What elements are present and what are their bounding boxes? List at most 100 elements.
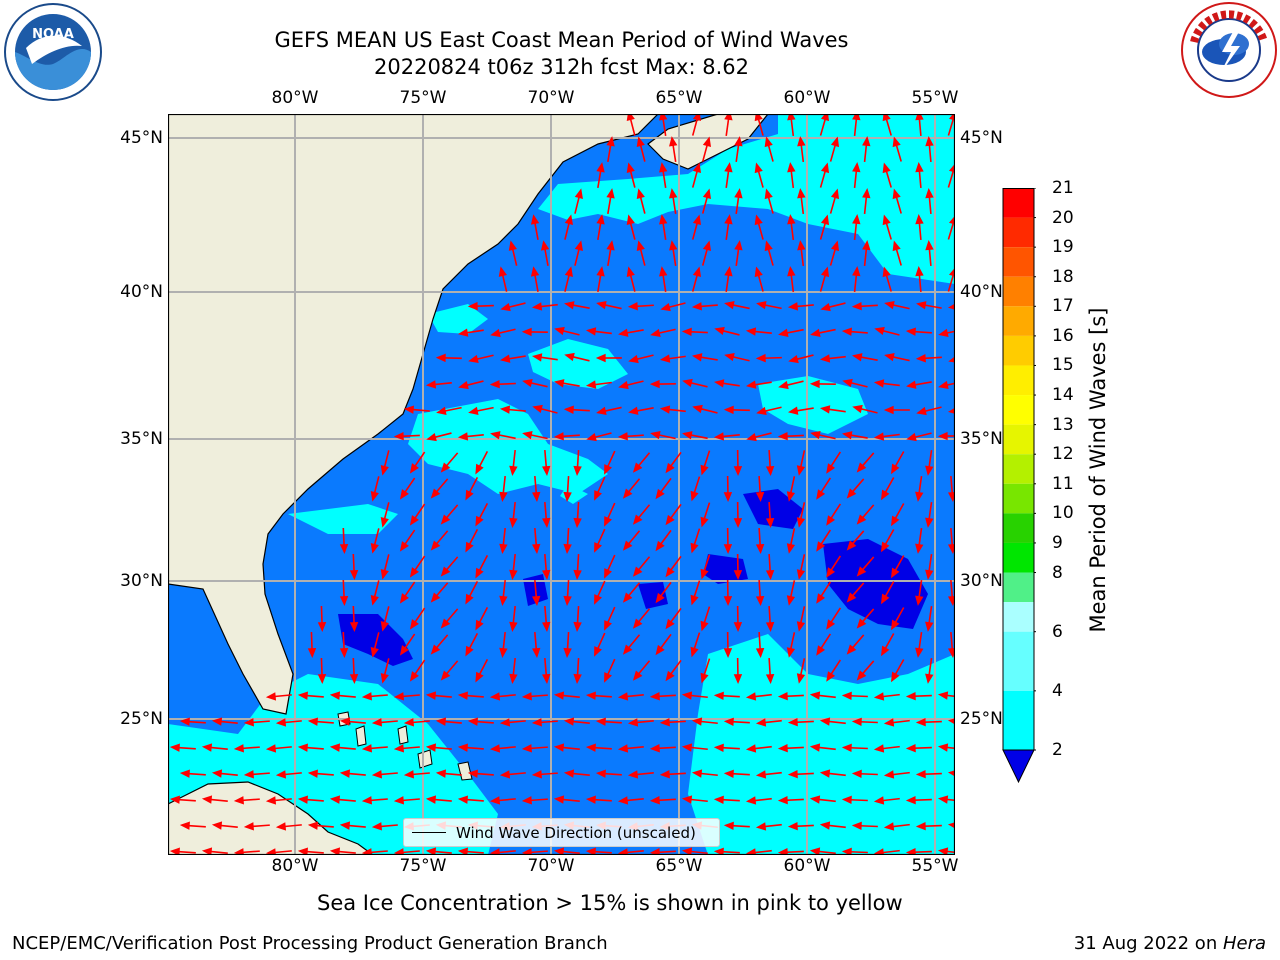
wind-wave-arrow bbox=[655, 477, 672, 500]
wind-wave-arrow bbox=[393, 744, 420, 753]
wind-wave-arrow bbox=[468, 406, 494, 415]
wind-wave-arrow bbox=[765, 657, 775, 685]
wind-wave-arrow bbox=[553, 743, 580, 752]
wind-wave-arrow bbox=[440, 608, 459, 629]
wind-wave-arrow bbox=[399, 477, 416, 500]
wind-wave-arrow bbox=[755, 579, 765, 607]
wind-wave-arrow bbox=[787, 114, 796, 137]
wind-wave-arrow bbox=[787, 266, 796, 293]
wind-wave-arrow bbox=[632, 608, 651, 629]
wind-wave-arrow bbox=[499, 405, 526, 414]
colorbar-tick-label: 10 bbox=[1052, 503, 1074, 524]
wind-wave-arrow bbox=[820, 302, 846, 312]
wind-wave-arrow bbox=[468, 354, 494, 364]
wind-wave-arrow bbox=[426, 432, 452, 442]
wind-wave-arrow bbox=[574, 188, 583, 214]
wind-wave-arrow bbox=[627, 718, 654, 727]
wind-wave-arrow bbox=[755, 527, 765, 555]
wind-wave-arrow bbox=[617, 796, 644, 805]
wind-wave-arrow bbox=[596, 266, 605, 292]
wind-wave-arrow bbox=[796, 554, 806, 580]
wind-wave-arrow bbox=[665, 555, 682, 578]
wind-wave-arrow bbox=[380, 502, 390, 528]
map-frame bbox=[168, 114, 955, 855]
wind-wave-arrow bbox=[522, 378, 548, 388]
wind-wave-arrow bbox=[499, 631, 508, 658]
wind-wave-arrow bbox=[937, 691, 955, 700]
wind-wave-arrow bbox=[691, 114, 702, 136]
wind-wave-arrow bbox=[659, 266, 668, 292]
colorbar-tick-label: 12 bbox=[1052, 444, 1074, 465]
colorbar-band bbox=[1003, 513, 1034, 543]
wind-wave-arrow bbox=[211, 717, 238, 726]
wind-wave-arrow bbox=[873, 744, 900, 753]
wind-wave-arrow bbox=[498, 266, 508, 292]
wind-wave-arrow bbox=[457, 691, 484, 700]
wind-wave-arrow bbox=[947, 718, 955, 725]
wind-wave-arrow bbox=[723, 579, 733, 607]
wind-wave-arrow bbox=[873, 796, 900, 805]
wind-wave-arrow bbox=[622, 634, 641, 655]
wind-wave-arrow bbox=[816, 529, 832, 552]
wind-wave-arrow bbox=[650, 431, 676, 440]
wind-wave-arrow bbox=[691, 214, 702, 240]
wind-wave-arrow bbox=[883, 770, 910, 779]
wind-wave-arrow bbox=[499, 718, 526, 727]
wind-wave-arrow bbox=[339, 579, 349, 607]
wind-wave-arrow bbox=[585, 795, 612, 804]
wind-wave-arrow bbox=[659, 354, 686, 363]
wind-wave-arrow bbox=[626, 266, 636, 292]
wind-wave-arrow bbox=[265, 744, 292, 753]
wind-wave-arrow bbox=[826, 503, 842, 526]
colorbar-extend-triangle bbox=[1002, 749, 1035, 784]
wind-wave-arrow bbox=[475, 450, 489, 475]
wind-wave-arrow bbox=[436, 406, 462, 415]
wind-wave-arrow bbox=[371, 718, 398, 727]
wind-wave-arrow bbox=[890, 451, 905, 475]
wind-wave-arrow bbox=[723, 769, 750, 778]
wind-wave-arrow bbox=[701, 188, 712, 214]
wind-wave-arrow bbox=[778, 328, 804, 337]
wind-wave-arrow bbox=[532, 579, 541, 606]
wind-wave-arrow bbox=[595, 353, 622, 363]
wind-wave-arrow bbox=[691, 302, 718, 311]
wind-wave-arrow bbox=[669, 188, 678, 214]
wind-wave-arrow bbox=[573, 449, 582, 477]
wind-wave-arrow bbox=[842, 378, 868, 388]
longitude-label: 80°W bbox=[271, 88, 319, 108]
wind-wave-arrow bbox=[596, 300, 622, 310]
wind-wave-arrow bbox=[937, 743, 955, 752]
wind-wave-arrow bbox=[905, 795, 932, 805]
wind-wave-arrow bbox=[265, 796, 292, 805]
wind-wave-arrow bbox=[787, 214, 796, 241]
wind-wave-arrow bbox=[371, 822, 398, 831]
wind-wave-arrow bbox=[265, 848, 292, 855]
colorbar-band bbox=[1003, 276, 1034, 307]
colorbar-band bbox=[1003, 395, 1034, 425]
wind-wave-arrow bbox=[361, 692, 388, 701]
colorbar-tick-label: 16 bbox=[1052, 325, 1074, 346]
colorbar-tick-label: 8 bbox=[1052, 562, 1063, 583]
longitude-label: 55°W bbox=[911, 88, 959, 108]
wind-wave-arrow bbox=[852, 214, 861, 241]
wind-wave-arrow bbox=[882, 214, 892, 240]
wind-wave-arrow bbox=[777, 431, 804, 441]
wind-wave-arrow bbox=[475, 606, 489, 631]
wind-wave-arrow bbox=[409, 451, 426, 474]
wind-wave-arrow bbox=[509, 449, 518, 476]
wind-wave-arrow bbox=[585, 847, 612, 855]
wind-wave-arrow bbox=[809, 379, 836, 389]
wind-wave-arrow bbox=[649, 379, 676, 389]
wind-wave-arrow bbox=[947, 303, 955, 310]
wind-wave-arrow bbox=[862, 136, 871, 163]
wind-wave-arrow bbox=[542, 501, 551, 528]
wind-wave-arrow bbox=[724, 352, 750, 362]
wind-wave-arrow bbox=[457, 743, 484, 752]
wind-wave-arrow bbox=[542, 553, 551, 580]
noaa-logo: NOAA bbox=[4, 3, 102, 101]
wind-wave-arrow bbox=[339, 527, 349, 555]
wind-wave-arrow bbox=[816, 633, 832, 656]
wind-wave-arrow bbox=[622, 478, 641, 499]
colorbar bbox=[1002, 188, 1036, 784]
wind-wave-arrow bbox=[787, 769, 814, 779]
